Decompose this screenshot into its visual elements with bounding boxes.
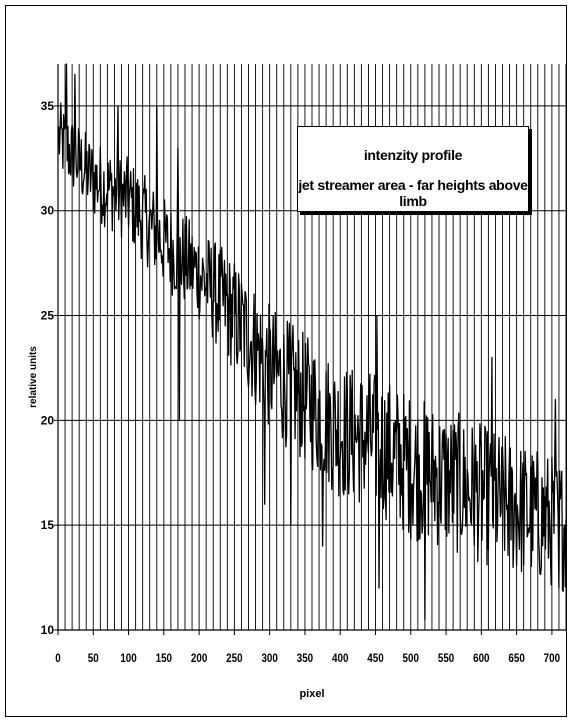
x-tick-label: 200: [191, 652, 207, 665]
x-tick-labels: 0 50 100 150 200 250 300 350 400 450 500 550 600 650 7…: [55, 630, 560, 665]
x-tick-label: 450: [367, 652, 383, 665]
x-tick-label: 250: [226, 652, 242, 665]
chart-title-box: intenzity profile jet streamer area - fa…: [297, 126, 529, 212]
x-axis-title: pixel: [299, 688, 324, 700]
x-tick-label: 0: [55, 652, 60, 665]
y-tick-labels: 10 15 20 25 30 35: [41, 99, 58, 637]
y-tick-label: 30: [41, 204, 55, 218]
y-tick-label: 25: [41, 309, 55, 323]
x-tick-label: 700: [544, 652, 560, 665]
chart-subtitle: jet streamer area - far heights above li…: [298, 177, 528, 209]
y-axis-title: relative units: [28, 346, 39, 408]
x-tick-label: 150: [156, 652, 172, 665]
x-tick-label: 400: [332, 652, 348, 665]
x-tick-label: 300: [261, 652, 277, 665]
y-tick-label: 15: [41, 518, 55, 532]
x-tick-label: 500: [403, 652, 419, 665]
intensity-series: [58, 63, 567, 621]
x-tick-label: 550: [438, 652, 454, 665]
y-tick-label: 35: [41, 99, 55, 113]
x-tick-label: 650: [508, 652, 524, 665]
y-tick-label: 20: [41, 413, 55, 427]
x-tick-label: 50: [88, 652, 99, 665]
series-line: [58, 63, 567, 621]
chart-title: intenzity profile: [363, 147, 463, 163]
y-tick-label: 10: [41, 623, 55, 637]
x-tick-label: 100: [120, 652, 136, 665]
x-tick-label: 350: [297, 652, 313, 665]
x-tick-label: 600: [473, 652, 489, 665]
